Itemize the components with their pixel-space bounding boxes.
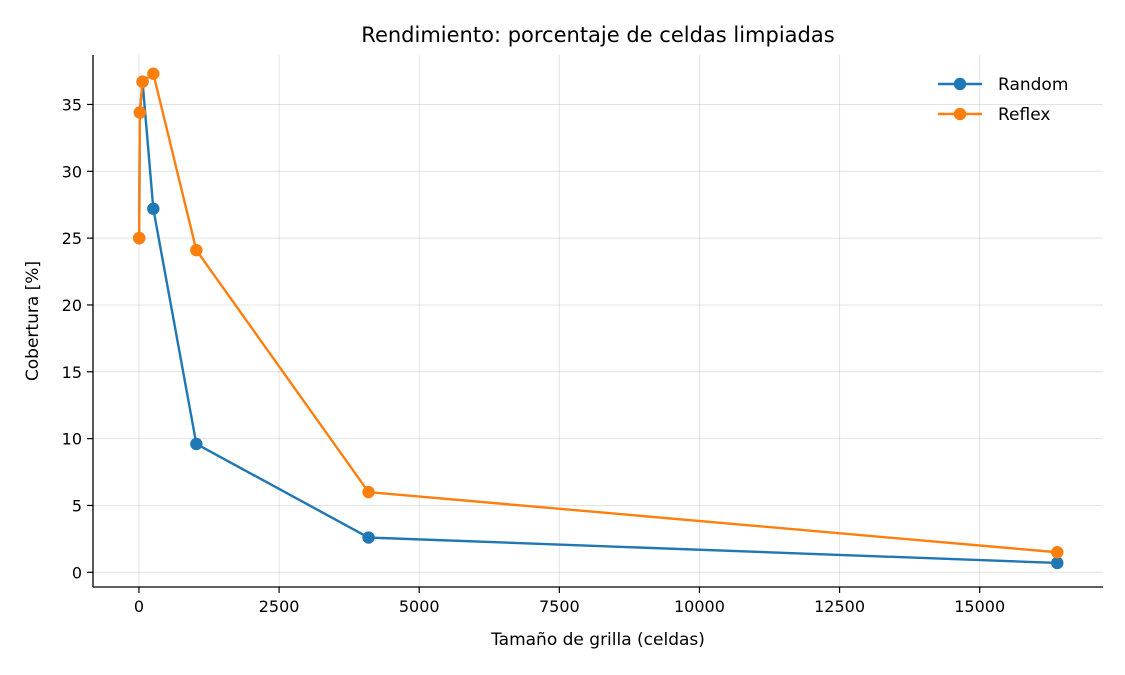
x-tick-label: 5000 bbox=[399, 597, 440, 616]
series-reflex bbox=[132, 67, 1064, 559]
data-point-reflex bbox=[362, 485, 375, 499]
legend-item-random: Random bbox=[938, 75, 1068, 95]
y-tick-label: 10 bbox=[62, 430, 82, 449]
legend-item-reflex: Reflex bbox=[938, 105, 1050, 125]
y-tick-label: 20 bbox=[62, 296, 82, 315]
data-point-random bbox=[1051, 556, 1064, 570]
x-axis-label: Tamaño de grilla (celdas) bbox=[490, 630, 705, 650]
x-tick-label: 12500 bbox=[814, 597, 865, 616]
y-tick-label: 5 bbox=[72, 496, 82, 515]
legend-label: Random bbox=[998, 75, 1068, 95]
data-point-reflex bbox=[132, 231, 146, 245]
legend-label: Reflex bbox=[998, 105, 1050, 125]
chart-title: Rendimiento: porcentaje de celdas limpia… bbox=[361, 23, 834, 47]
x-tick-label: 7500 bbox=[539, 597, 580, 616]
data-point-reflex bbox=[190, 243, 203, 257]
data-point-reflex bbox=[147, 67, 160, 80]
data-point-random bbox=[190, 437, 203, 451]
y-tick-label: 0 bbox=[72, 563, 82, 582]
data-point-random bbox=[362, 531, 375, 544]
x-tick-label: 15000 bbox=[954, 597, 1005, 616]
legend-marker bbox=[953, 107, 967, 121]
y-tick-label: 30 bbox=[62, 162, 82, 181]
data-point-reflex bbox=[136, 75, 149, 88]
series-random bbox=[132, 75, 1064, 570]
y-tick-label: 15 bbox=[62, 363, 82, 382]
x-tick-label: 0 bbox=[134, 597, 144, 616]
y-tick-label: 35 bbox=[62, 95, 82, 114]
series-line-reflex bbox=[137, 72, 1058, 554]
axes-layer: 0 2500 5000 7500 10000 12500 15000 0 5 10 15 20 25 30… bbox=[62, 55, 1103, 616]
data-point-reflex bbox=[1051, 546, 1064, 559]
series-line-random bbox=[137, 80, 1058, 565]
legend: Random Reflex bbox=[938, 75, 1068, 125]
legend-marker bbox=[953, 77, 967, 91]
x-tick-label: 2500 bbox=[259, 597, 300, 616]
data-point-reflex bbox=[133, 106, 147, 119]
series-layer bbox=[132, 67, 1064, 570]
data-point-random bbox=[147, 202, 160, 215]
x-tick-label: 10000 bbox=[674, 597, 725, 616]
y-tick-label: 25 bbox=[62, 229, 82, 248]
grid-layer bbox=[93, 55, 1103, 587]
y-axis-label: Cobertura [%] bbox=[23, 261, 43, 381]
